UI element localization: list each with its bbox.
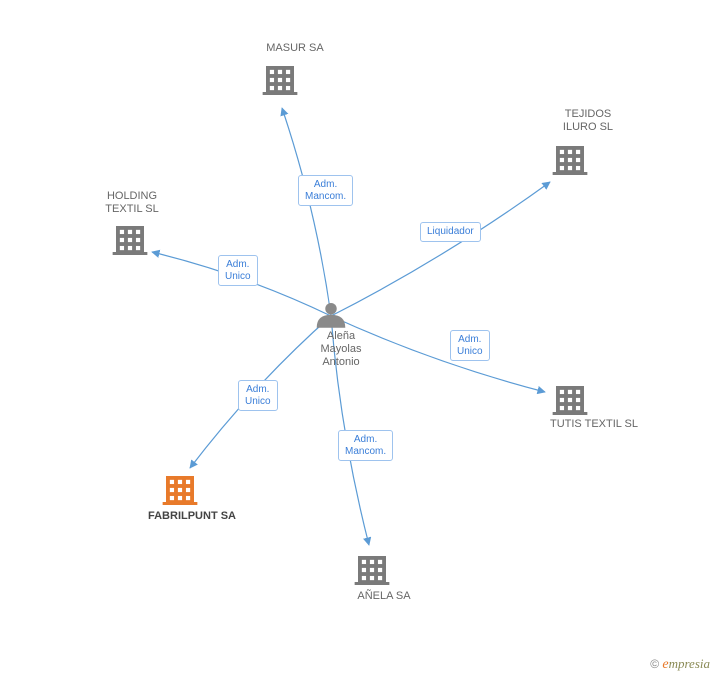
building-icon xyxy=(113,226,148,255)
building-icon xyxy=(263,66,298,95)
center-label: Aleña Mayolas Antonio xyxy=(311,330,371,370)
brand-rest: mpresia xyxy=(669,656,710,671)
edge-label-tejidos: Liquidador xyxy=(420,222,481,242)
building-icon xyxy=(355,556,390,585)
building-icon xyxy=(553,146,588,175)
edge-label-tutis: Adm. Unico xyxy=(450,330,490,361)
node-label-tejidos: TEJIDOS ILURO SL xyxy=(548,108,628,134)
edge-label-anela: Adm. Mancom. xyxy=(338,430,393,461)
node-label-holding: HOLDING TEXTIL SL xyxy=(92,190,172,216)
edge-label-holding: Adm. Unico xyxy=(218,255,258,286)
edge-label-fabril: Adm. Unico xyxy=(238,380,278,411)
building-icon xyxy=(163,476,198,505)
node-label-anela: AÑELA SA xyxy=(344,590,424,603)
building-icon xyxy=(553,386,588,415)
edge-tejidos xyxy=(331,182,550,316)
copyright: © empresia xyxy=(650,656,710,673)
node-label-tutis: TUTIS TEXTIL SL xyxy=(534,418,654,431)
edge-masur xyxy=(282,108,331,316)
node-label-masur: MASUR SA xyxy=(255,42,335,55)
edge-label-masur: Adm. Mancom. xyxy=(298,175,353,206)
node-label-fabril: FABRILPUNT SA xyxy=(132,510,252,523)
copyright-symbol: © xyxy=(650,657,659,671)
person-icon xyxy=(317,303,346,328)
